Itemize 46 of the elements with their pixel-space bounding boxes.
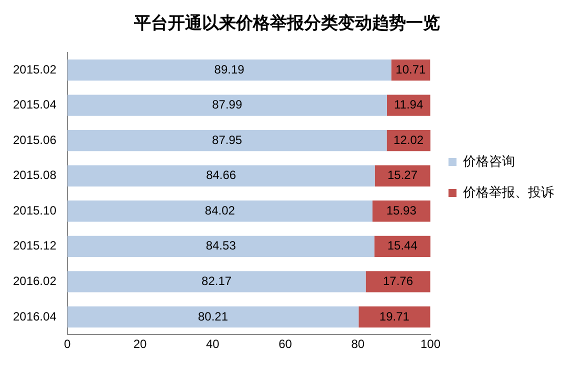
x-tick-label: 60 [278,337,292,352]
bar [372,200,430,222]
data-label: 12.02 [394,132,424,147]
y-tick-label: 2015.02 [12,62,57,76]
data-label: 84.02 [204,203,236,218]
bar [67,165,375,186]
data-label: 11.94 [394,98,424,112]
x-tick-label: 0 [64,337,72,352]
bar [67,271,366,292]
data-label: 15.44 [387,238,418,253]
data-label: 89.19 [214,62,245,76]
x-tick-label: 20 [133,337,147,352]
bar [366,271,430,292]
data-label: 15.93 [386,203,417,218]
bar [67,236,374,257]
data-label: 87.95 [212,132,242,147]
data-label: 84.53 [206,238,236,253]
y-tick-label: 2015.12 [12,238,57,253]
data-label: 10.71 [396,62,426,76]
y-tick-label: 2015.10 [12,203,57,218]
bar [358,306,430,328]
data-label: 84.66 [206,168,236,182]
y-tick-label: 2016.02 [12,274,57,288]
y-tick-label: 2015.08 [12,168,57,182]
y-tick-label: 2015.04 [12,98,57,112]
legend-label: 价格举报、投诉 [462,185,554,200]
legend-label: 价格咨询 [462,154,515,170]
bar [67,130,387,152]
bar [67,59,392,81]
y-tick-label: 2016.04 [12,309,57,324]
bar [67,306,359,328]
x-tick-label: 40 [206,337,220,352]
data-label: 80.21 [198,309,228,324]
data-label: 19.71 [379,309,410,324]
data-label: 87.99 [212,98,242,112]
y-tick-label: 2015.06 [12,132,57,147]
bar [374,236,430,257]
chart-title: 平台开通以来价格举报分类变动趋势一览 [133,14,440,34]
data-label: 17.76 [382,274,414,288]
bar [67,200,372,222]
bar [374,165,430,186]
data-label: 82.17 [202,274,232,288]
x-tick-label: 100 [420,337,441,352]
x-tick-label: 80 [351,337,365,352]
data-label: 15.27 [388,168,418,182]
bar [67,94,387,116]
